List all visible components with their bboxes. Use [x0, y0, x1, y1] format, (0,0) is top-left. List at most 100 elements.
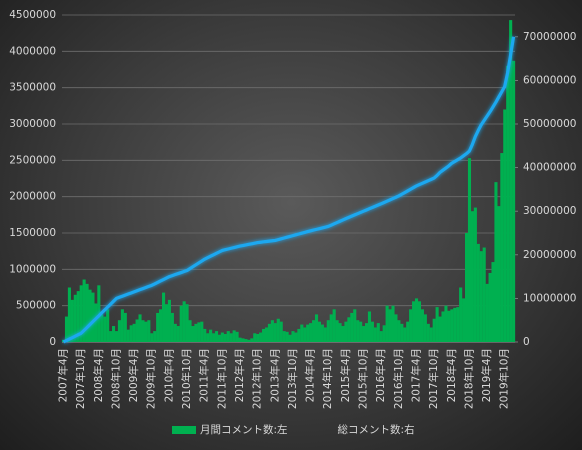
- bar: [506, 65, 510, 342]
- x-tick-label: 2010年10月: [180, 348, 193, 409]
- x-tick-label: 2008年10月: [109, 348, 122, 409]
- bar: [497, 206, 501, 342]
- bar: [267, 323, 272, 342]
- bar: [179, 305, 183, 342]
- bar: [188, 320, 192, 342]
- bar: [73, 294, 77, 342]
- y2-tick-label: 40000000: [523, 162, 576, 174]
- y-tick-label: 500000: [16, 300, 56, 312]
- bar: [338, 323, 342, 342]
- bar: [326, 320, 330, 342]
- bar: [417, 301, 422, 342]
- bar: [438, 316, 442, 342]
- bar: [156, 312, 160, 342]
- x-tick-label: 2014年4月: [304, 348, 317, 402]
- bar: [209, 329, 213, 342]
- bar: [182, 301, 186, 342]
- bar: [288, 334, 292, 342]
- bar: [153, 331, 157, 342]
- bar: [241, 338, 245, 342]
- line: [62, 36, 516, 344]
- bar: [147, 320, 151, 342]
- bar: [94, 303, 98, 342]
- bar: [423, 314, 427, 342]
- bar: [409, 309, 413, 342]
- legend-item: 総コメント数:右: [309, 423, 415, 436]
- bar: [385, 305, 389, 342]
- bar: [329, 314, 333, 342]
- bar: [488, 272, 492, 342]
- bar: [294, 332, 298, 342]
- x-tick-label: 2019年4月: [480, 348, 493, 402]
- x-tick-label: 2014年10月: [321, 348, 334, 409]
- x-tick-label: 2017年10月: [427, 348, 440, 409]
- bar: [144, 321, 148, 342]
- bar: [312, 320, 316, 342]
- y2-tick-label: 50000000: [523, 118, 576, 130]
- y-tick-label: 1000000: [9, 263, 56, 275]
- bar: [382, 325, 386, 342]
- bar: [512, 60, 516, 342]
- bar: [500, 153, 504, 342]
- bar: [194, 323, 198, 342]
- bar: [435, 307, 439, 342]
- bar: [332, 309, 336, 342]
- legend-swatch: [172, 426, 196, 434]
- bar: [256, 334, 260, 342]
- bar: [473, 207, 477, 342]
- bar: [441, 311, 445, 342]
- x-tick-label: 2012年10月: [251, 348, 264, 409]
- bar: [453, 307, 457, 342]
- bar: [238, 337, 242, 342]
- x-tick-label: 2019年10月: [498, 348, 511, 409]
- x-tick-label: 2012年4月: [233, 348, 246, 402]
- bar: [356, 320, 360, 342]
- bar: [391, 305, 395, 342]
- x-tick-label: 2018年10月: [462, 348, 475, 409]
- y-tick-label: 3000000: [9, 118, 56, 130]
- bar: [456, 307, 460, 342]
- bar: [276, 318, 280, 342]
- bar: [403, 327, 407, 342]
- bar: [126, 329, 130, 342]
- bar: [303, 327, 307, 342]
- y2-tick-label: 0: [523, 336, 530, 348]
- bar: [494, 182, 498, 342]
- bar: [379, 331, 383, 342]
- x-tick-label: 2013年10月: [286, 348, 299, 409]
- bar: [64, 316, 69, 342]
- bar: [173, 323, 177, 342]
- bar: [317, 321, 322, 342]
- bar: [467, 158, 472, 342]
- bar: [129, 325, 133, 342]
- bar: [479, 251, 483, 342]
- bar: [412, 301, 416, 342]
- bar: [185, 304, 189, 342]
- bar: [112, 326, 116, 342]
- bar: [82, 279, 86, 342]
- bar: [135, 319, 139, 342]
- y-tick-label: 0: [49, 336, 56, 348]
- bar: [91, 292, 95, 342]
- bar: [244, 339, 248, 342]
- x-tick-label: 2015年4月: [339, 348, 352, 402]
- bar: [509, 20, 513, 342]
- bar: [250, 338, 254, 342]
- y-tick-label: 2500000: [9, 154, 56, 166]
- bar: [470, 211, 474, 342]
- bar: [167, 299, 171, 342]
- bar: [406, 321, 410, 342]
- bar: [309, 323, 313, 342]
- x-tick-label: 2011年4月: [198, 348, 211, 402]
- bar: [191, 326, 195, 342]
- bar: [176, 326, 180, 342]
- bar: [247, 339, 251, 342]
- bar: [464, 233, 469, 342]
- x-tick-label: 2016年10月: [392, 348, 405, 409]
- y-tick-label: 1500000: [9, 227, 56, 239]
- bar: [397, 320, 401, 342]
- bar: [235, 331, 239, 342]
- bar: [70, 299, 74, 342]
- bar: [450, 309, 454, 342]
- bar: [270, 320, 274, 342]
